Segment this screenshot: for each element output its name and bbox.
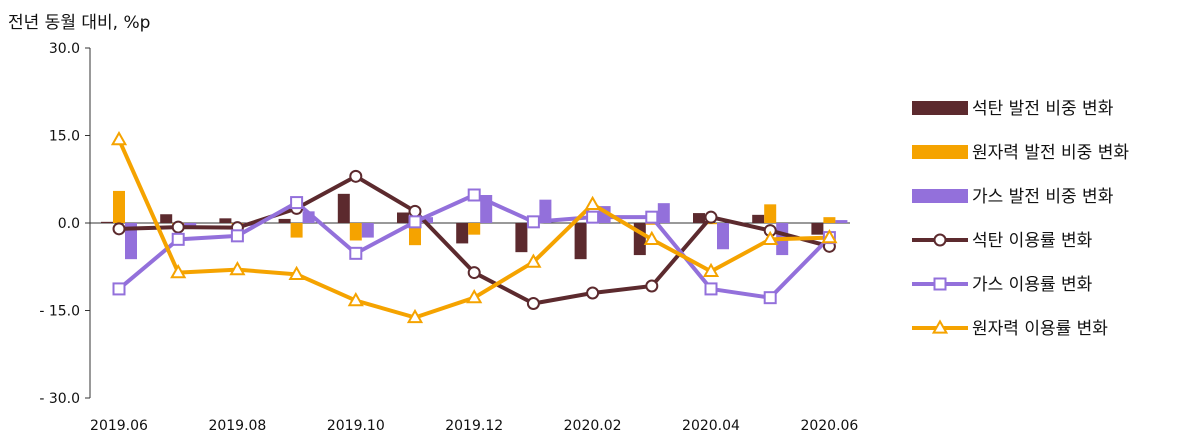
line-point <box>645 279 659 293</box>
bar <box>574 223 587 260</box>
line-point <box>933 277 947 291</box>
legend-label: 석탄 이용률 변화 <box>972 231 1093 251</box>
bar <box>337 193 350 223</box>
bar <box>811 223 824 235</box>
bar <box>468 223 481 235</box>
x-tick-label: 2020.02 <box>564 418 622 434</box>
line-point <box>467 188 481 202</box>
bar <box>515 223 528 253</box>
line-point <box>112 282 126 296</box>
y-tick-label: 15.0 <box>49 129 80 145</box>
bar <box>184 223 197 226</box>
line-point <box>406 308 424 324</box>
bar <box>409 223 421 246</box>
line-point <box>288 265 305 280</box>
legend-swatch <box>912 189 968 203</box>
x-tick-label: 2019.08 <box>208 418 266 434</box>
line-point <box>704 210 718 224</box>
chart-axes: 30.0 15.0 0.0 - 15.0 - 30.0 2019.06 2019.08 201… <box>39 41 858 434</box>
line-point <box>347 291 364 307</box>
line-point <box>230 229 244 243</box>
line-series-group <box>110 130 838 324</box>
bar <box>219 218 232 223</box>
bar <box>290 223 303 238</box>
bar <box>752 214 765 223</box>
line-point <box>171 220 185 234</box>
line-point <box>110 130 128 146</box>
line-point <box>643 230 660 245</box>
bar <box>101 221 113 223</box>
x-tick-label: 2020.04 <box>682 418 740 434</box>
y-axis-unit-label: 전년 동월 대비, %p <box>8 13 151 33</box>
line-point <box>349 169 363 183</box>
bar <box>361 223 374 238</box>
x-tick-label: 2019.10 <box>327 418 385 434</box>
bar <box>693 213 705 223</box>
line-point <box>171 232 185 246</box>
line-point <box>349 246 363 260</box>
line-point <box>704 282 718 296</box>
line-point <box>702 262 720 278</box>
bar <box>823 217 836 223</box>
line-point <box>467 266 481 280</box>
bar <box>160 214 173 223</box>
line-point <box>526 215 540 229</box>
y-tick-label: 30.0 <box>49 41 80 57</box>
line-point <box>762 230 779 245</box>
line-point <box>584 195 601 210</box>
line-point <box>821 228 838 244</box>
bar <box>645 223 658 225</box>
bar <box>421 217 433 223</box>
x-tick-label: 2020.06 <box>800 418 858 434</box>
line-point <box>466 289 483 304</box>
bar <box>539 199 552 223</box>
bar <box>657 203 670 223</box>
bar <box>456 223 469 244</box>
line-point <box>290 196 304 210</box>
bar <box>764 204 777 223</box>
bar <box>835 220 848 223</box>
legend-label: 석탄 발전 비중 변화 <box>972 99 1114 119</box>
y-tick-label: - 30.0 <box>39 391 80 407</box>
line-point <box>525 253 542 268</box>
line-point <box>408 215 422 229</box>
line-point <box>408 204 422 218</box>
bar <box>717 223 729 250</box>
legend-label: 가스 이용률 변화 <box>972 275 1093 295</box>
bar <box>125 223 137 260</box>
line-point <box>526 297 540 310</box>
legend-label: 가스 발전 비중 변화 <box>972 187 1114 207</box>
line-point <box>763 291 777 305</box>
line-point <box>645 210 659 224</box>
bar <box>397 212 409 223</box>
bar <box>278 218 291 223</box>
line-point <box>586 286 600 300</box>
x-tick-label: 2019.12 <box>445 418 503 434</box>
legend-label: 원자력 이용률 변화 <box>972 319 1108 339</box>
x-tick-label: 2019.06 <box>90 418 148 434</box>
legend-swatch <box>912 145 968 159</box>
legend-swatch <box>912 101 968 115</box>
bar <box>349 223 362 241</box>
bar <box>302 211 315 223</box>
y-tick-label: - 15.0 <box>39 304 80 320</box>
line-point <box>933 233 947 247</box>
line-point <box>931 319 949 334</box>
line-point <box>112 222 126 236</box>
legend-label: 원자력 발전 비중 변화 <box>972 143 1129 163</box>
line-point <box>229 261 246 276</box>
line-point <box>586 210 600 224</box>
line-point <box>170 263 187 279</box>
bar <box>113 190 125 223</box>
y-tick-label: 0.0 <box>58 216 80 232</box>
